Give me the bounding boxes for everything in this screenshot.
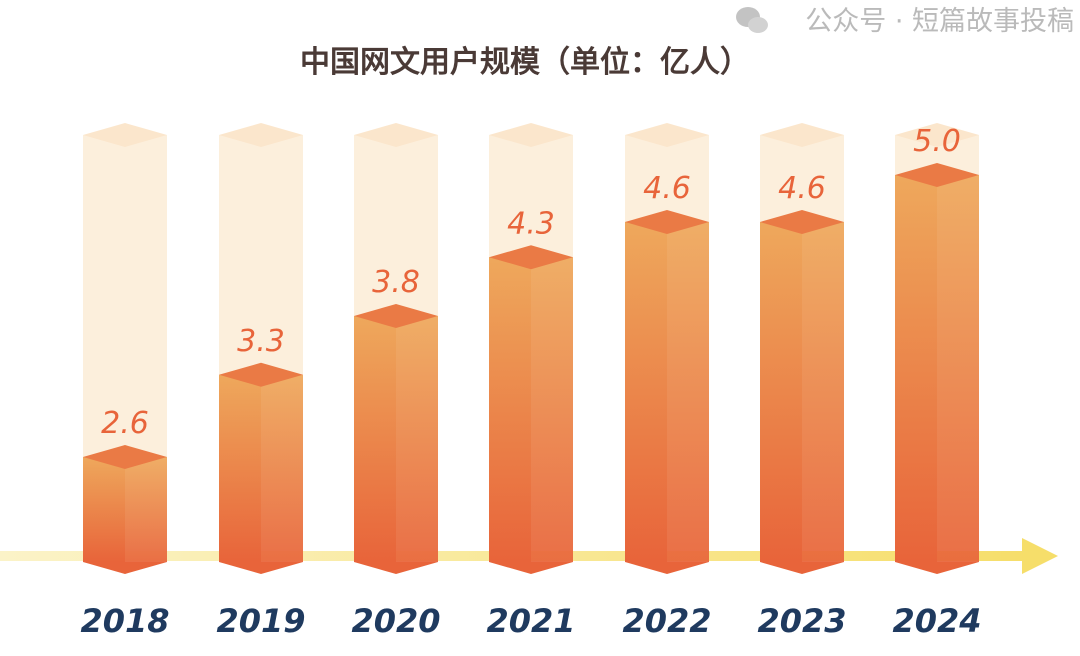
bar-top bbox=[83, 445, 167, 469]
bar-bottom bbox=[760, 562, 844, 574]
bar-bottom bbox=[489, 562, 573, 574]
bar-right-face bbox=[261, 374, 303, 562]
background-column-top bbox=[625, 123, 709, 147]
bar-bottom bbox=[625, 562, 709, 574]
bar-right-face bbox=[125, 457, 167, 562]
bar-top bbox=[489, 245, 573, 270]
bar-left-face bbox=[83, 457, 125, 562]
chart-title: 中国网文用户规模（单位：亿人） bbox=[300, 45, 750, 80]
watermark: 公众号 · 短篇故事投稿 bbox=[736, 6, 1074, 37]
value-label: 5.0 bbox=[913, 124, 961, 159]
x-tick-label: 2020 bbox=[351, 602, 440, 640]
bar-right-face bbox=[396, 316, 438, 562]
bar-bottom bbox=[354, 562, 438, 574]
x-tick-label: 2018 bbox=[80, 602, 169, 640]
bar-top bbox=[625, 210, 709, 234]
x-axis-arrow-icon bbox=[1022, 538, 1058, 574]
value-label: 4.6 bbox=[643, 171, 691, 206]
bar-right-face bbox=[802, 222, 844, 562]
x-tick-label: 2022 bbox=[622, 602, 711, 640]
value-label: 3.3 bbox=[237, 324, 285, 359]
value-label: 3.8 bbox=[372, 265, 420, 300]
bar-left-face bbox=[354, 316, 396, 562]
background-column-top bbox=[354, 123, 438, 147]
bar-bottom bbox=[895, 562, 979, 574]
background-column-top bbox=[489, 123, 573, 147]
background-column-top bbox=[83, 123, 167, 147]
bar-right-face bbox=[937, 175, 979, 562]
bar-bottom bbox=[219, 562, 303, 574]
bar-top bbox=[760, 210, 844, 234]
bar-top bbox=[354, 304, 438, 328]
x-tick-label: 2019 bbox=[216, 602, 305, 640]
bar-left-face bbox=[219, 374, 261, 562]
bar-left-face bbox=[489, 257, 531, 562]
background-column-top bbox=[219, 123, 303, 147]
bar-right-face bbox=[667, 222, 709, 562]
bar-top bbox=[895, 163, 979, 187]
value-label: 4.3 bbox=[507, 206, 555, 241]
wechat-icon bbox=[736, 7, 768, 33]
bar-left-face bbox=[760, 222, 802, 562]
bar-left-face bbox=[625, 222, 667, 562]
x-tick-label: 2023 bbox=[757, 602, 846, 640]
background-column-top bbox=[760, 123, 844, 147]
x-tick-label: 2024 bbox=[892, 602, 981, 640]
background-column-top bbox=[895, 123, 979, 147]
value-label: 2.6 bbox=[101, 406, 149, 441]
bar-right-face bbox=[531, 257, 573, 562]
bar-top bbox=[219, 362, 303, 387]
bar-bottom bbox=[83, 562, 167, 574]
watermark-text: 公众号 · 短篇故事投稿 bbox=[805, 6, 1074, 37]
bar-left-face bbox=[895, 175, 937, 562]
value-label: 4.6 bbox=[778, 171, 826, 206]
x-tick-label: 2021 bbox=[486, 602, 575, 640]
